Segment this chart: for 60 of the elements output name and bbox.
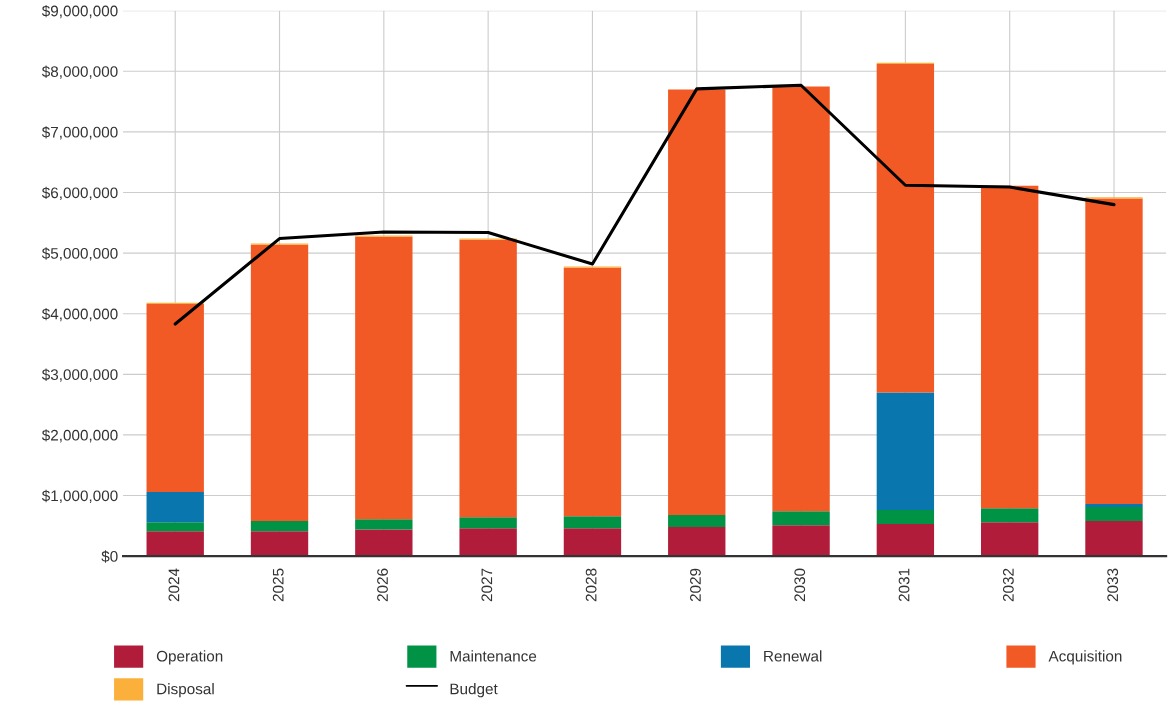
x-tick-label: 2029 [690,568,701,602]
bar [250,244,309,521]
bar [250,531,309,557]
bar [459,528,517,557]
bar [876,64,935,393]
bar [355,236,413,520]
x-tick-label: 2033 [1107,568,1119,602]
bar [876,524,935,557]
legend-label: Operation [156,650,223,665]
bar [1085,507,1143,521]
legend-label: Budget [450,683,498,698]
bar [876,510,935,525]
bar [146,531,204,557]
bar [668,514,726,528]
y-tick-label: $9,000,000 [41,4,118,19]
bar [1085,198,1143,505]
y-tick-label: $4,000,000 [41,307,118,322]
x-tick-label: 2026 [377,568,388,602]
y-tick-label: $2,000,000 [41,429,118,443]
bar [146,522,204,532]
y-tick-label: $6,000,000 [41,186,118,200]
x-tick-label: 2031 [898,568,910,602]
bar [772,511,830,526]
bar [355,529,413,557]
legend-label: Maintenance [450,650,537,662]
bar [1085,520,1143,557]
x-tick-label: 2025 [272,568,284,602]
legend-label: Renewal [764,650,822,662]
bar [980,508,1039,523]
bar [772,86,830,512]
x-tick-label: 2024 [168,568,180,602]
bar [459,239,517,518]
y-tick-label: $8,000,000 [41,65,118,79]
bar [1085,504,1143,508]
legend-label: Disposal [157,683,214,698]
bar [250,520,309,532]
bar [772,525,830,557]
bar [668,89,726,515]
x-tick-label: 2028 [585,568,597,602]
line-series [173,83,1116,326]
bar [980,522,1039,557]
bar [563,267,622,517]
bar [355,519,413,530]
y-tick-label: $5,000,000 [41,247,118,261]
bar [563,516,622,529]
bar [876,392,935,511]
bar [980,185,1039,509]
bar [146,304,204,492]
bar [459,517,517,529]
x-tick-label: 2030 [794,568,806,602]
y-tick-label: $3,000,000 [41,368,118,382]
y-tick-label: $7,000,000 [41,126,118,140]
x-tick-label: 2027 [481,568,493,602]
x-tick-label: 2032 [1002,568,1014,602]
y-tick-label: $0 [101,550,118,563]
y-tick-label: $1,000,000 [41,489,118,504]
bar [668,527,726,557]
bar [563,528,622,557]
bar [146,491,204,523]
legend-label: Acquisition [1048,650,1122,665]
